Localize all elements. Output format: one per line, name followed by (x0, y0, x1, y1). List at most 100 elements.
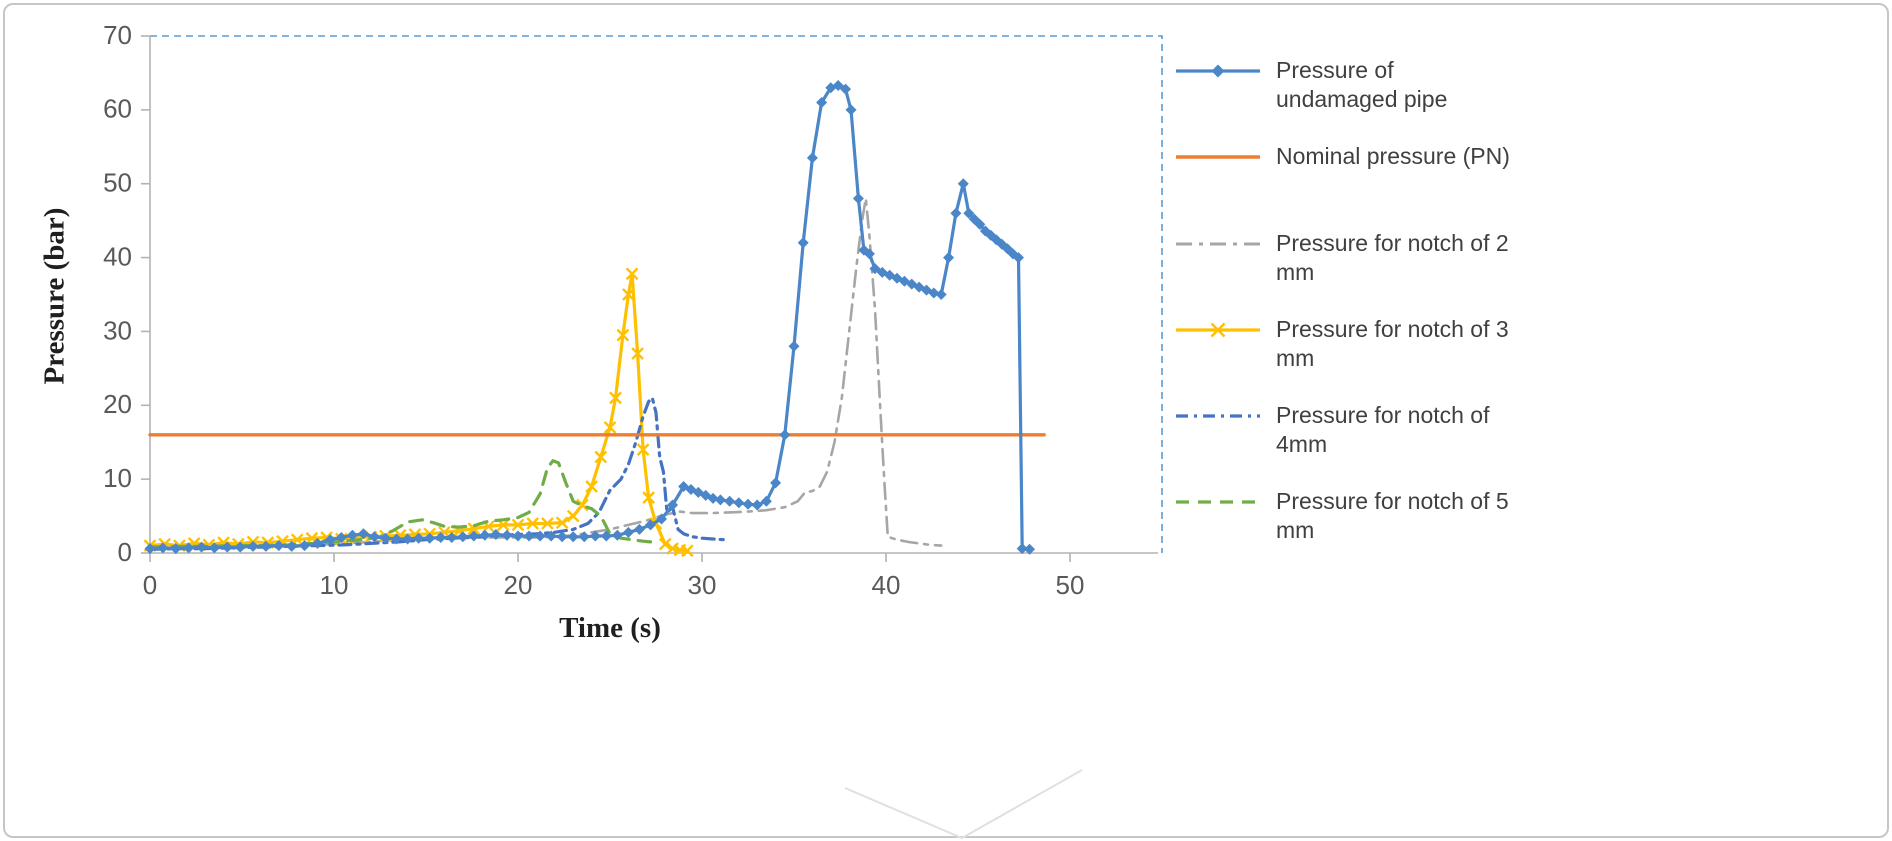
series-line-notch-2mm (148, 197, 943, 549)
diamond-marker (707, 492, 719, 504)
diamond-marker (196, 541, 208, 553)
x-marker (585, 480, 598, 493)
diamond-marker (840, 83, 852, 95)
legend-sample-line (1176, 414, 1260, 418)
x-marker (636, 443, 650, 456)
diamond-marker (733, 497, 745, 509)
diamond-marker (368, 531, 380, 543)
diamond-marker (1024, 543, 1036, 555)
x-marker (511, 518, 525, 532)
diamond-marker (667, 499, 679, 511)
diamond-marker (545, 530, 557, 542)
diamond-marker (446, 531, 458, 543)
diamond-marker (556, 531, 568, 543)
y-tick-label: 20 (103, 389, 132, 419)
legend: Pressure of undamaged pipe Nominal pressu… (1172, 56, 1632, 545)
diamond-marker (479, 529, 491, 541)
diamond-marker (760, 495, 772, 507)
diamond-marker (943, 252, 955, 264)
x-axis-title: Time (s) (559, 612, 661, 644)
legend-item-notch-4mm: Pressure for notch of 4mm (1172, 401, 1632, 459)
series-line-undamaged (148, 83, 1032, 551)
y-tick-label: 0 (118, 537, 132, 567)
diamond-marker (611, 529, 623, 541)
diamond-marker (1211, 64, 1225, 78)
diamond-marker (852, 192, 864, 204)
diamond-marker (534, 530, 546, 542)
x-marker (1210, 322, 1226, 338)
diamond-marker (935, 289, 947, 300)
diamond-marker (335, 531, 347, 543)
diamond-marker (957, 178, 969, 190)
y-tick-label: 10 (103, 463, 132, 493)
diamond-marker (523, 530, 535, 542)
diamond-marker (221, 541, 233, 553)
x-marker (616, 328, 630, 342)
diamond-marker (656, 513, 668, 525)
diamond-marker (413, 532, 425, 544)
diamond-marker (863, 248, 875, 260)
x-marker (642, 491, 655, 504)
diamond-marker (1012, 252, 1024, 264)
diamond-marker (845, 104, 857, 116)
x-marker (622, 288, 635, 301)
legend-item-notch-3mm: Pressure for notch of 3 mm (1172, 315, 1632, 373)
diamond-marker (724, 495, 736, 507)
diamond-marker (963, 207, 975, 219)
diamond-marker (806, 152, 818, 164)
diamond-marker (311, 537, 323, 549)
diamond-marker (501, 529, 513, 541)
diamond-marker (622, 526, 634, 538)
y-tick-label: 30 (103, 315, 132, 345)
diamond-marker (324, 534, 336, 546)
diamond-marker (208, 542, 220, 554)
diamond-marker (247, 540, 259, 552)
diamond-marker (260, 540, 272, 552)
diamond-marker (357, 528, 369, 540)
diamond-marker (751, 499, 763, 511)
diamond-marker (714, 494, 726, 506)
diamond-marker (402, 533, 414, 545)
x-tick-label: 10 (320, 570, 349, 600)
y-tick-label: 40 (103, 241, 132, 271)
diamond-marker (286, 540, 298, 552)
diamond-marker (183, 542, 195, 554)
x-marker (555, 516, 569, 530)
legend-label: Pressure for notch of 5 mm (1276, 488, 1509, 543)
diamond-marker (644, 519, 656, 531)
x-marker (594, 450, 608, 464)
diamond-marker (424, 532, 436, 544)
x-marker (658, 537, 672, 551)
diamond-marker (788, 340, 800, 352)
diamond-marker (457, 531, 469, 543)
x-marker (576, 498, 589, 512)
x-marker (526, 517, 540, 530)
legend-item-notch-5mm: Pressure for notch of 5 mm (1172, 487, 1632, 545)
diamond-marker (832, 79, 844, 91)
legend-label: Pressure of undamaged pipe (1276, 57, 1448, 112)
legend-label: Nominal pressure (PN) (1276, 143, 1510, 169)
plot-selection-border (150, 35, 1163, 553)
legend-sample-line (1176, 322, 1260, 338)
legend-sample-line (1176, 500, 1260, 504)
diamond-marker (490, 529, 502, 541)
diamond-marker (299, 540, 311, 552)
diamond-marker (816, 96, 828, 108)
y-tick-label: 50 (103, 168, 132, 198)
diamond-marker (1016, 543, 1028, 555)
diamond-marker (770, 477, 782, 489)
diamond-marker (950, 207, 962, 219)
x-marker (625, 267, 639, 281)
diamond-marker (578, 531, 590, 543)
x-tick-label: 20 (504, 570, 533, 600)
x-tick-label: 30 (688, 570, 717, 600)
diamond-marker (779, 429, 791, 441)
diamond-marker (600, 530, 612, 542)
diamond-marker (234, 541, 246, 553)
y-axis-title: Pressure (bar) (38, 207, 71, 385)
x-marker (680, 544, 694, 558)
legend-sample-line (1176, 155, 1260, 159)
diamond-marker (468, 530, 480, 542)
diamond-marker (170, 543, 182, 555)
